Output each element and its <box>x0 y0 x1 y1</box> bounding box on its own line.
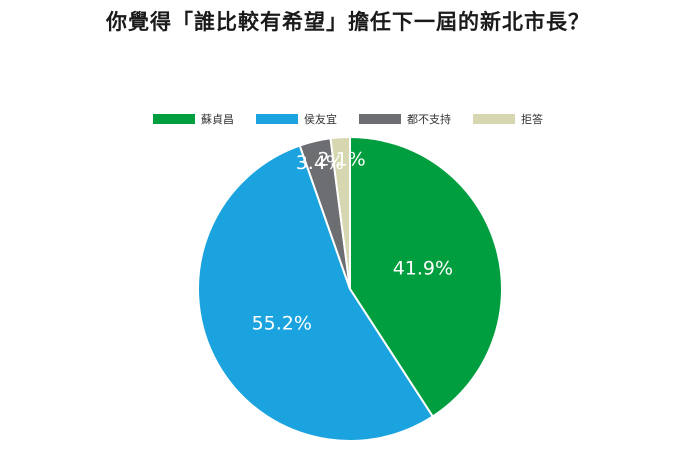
legend-swatch <box>473 114 515 124</box>
legend-swatch <box>256 114 298 124</box>
legend-item: 蘇貞昌 <box>153 111 234 127</box>
slice-label: 41.9% <box>393 257 453 279</box>
pie-slice <box>197 144 435 442</box>
chart-legend: 蘇貞昌 侯友宜 都不支持 拒答 <box>0 111 696 127</box>
legend-label: 拒答 <box>521 113 543 126</box>
legend-label: 都不支持 <box>407 113 451 126</box>
legend-swatch <box>153 114 195 124</box>
pie-slice <box>329 135 351 290</box>
slice-label: 2.1% <box>317 149 365 171</box>
legend-item: 拒答 <box>473 111 543 127</box>
slice-label: 3.4% <box>296 152 344 174</box>
legend-label: 蘇貞昌 <box>201 113 234 126</box>
legend-item: 侯友宜 <box>256 111 337 127</box>
legend-label: 侯友宜 <box>304 113 337 126</box>
chart-title: 你覺得「誰比較有希望」擔任下一屆的新北市長？ <box>106 10 590 34</box>
legend-swatch <box>359 114 401 124</box>
legend-item: 都不支持 <box>359 111 451 127</box>
slice-label: 55.2% <box>252 312 312 334</box>
